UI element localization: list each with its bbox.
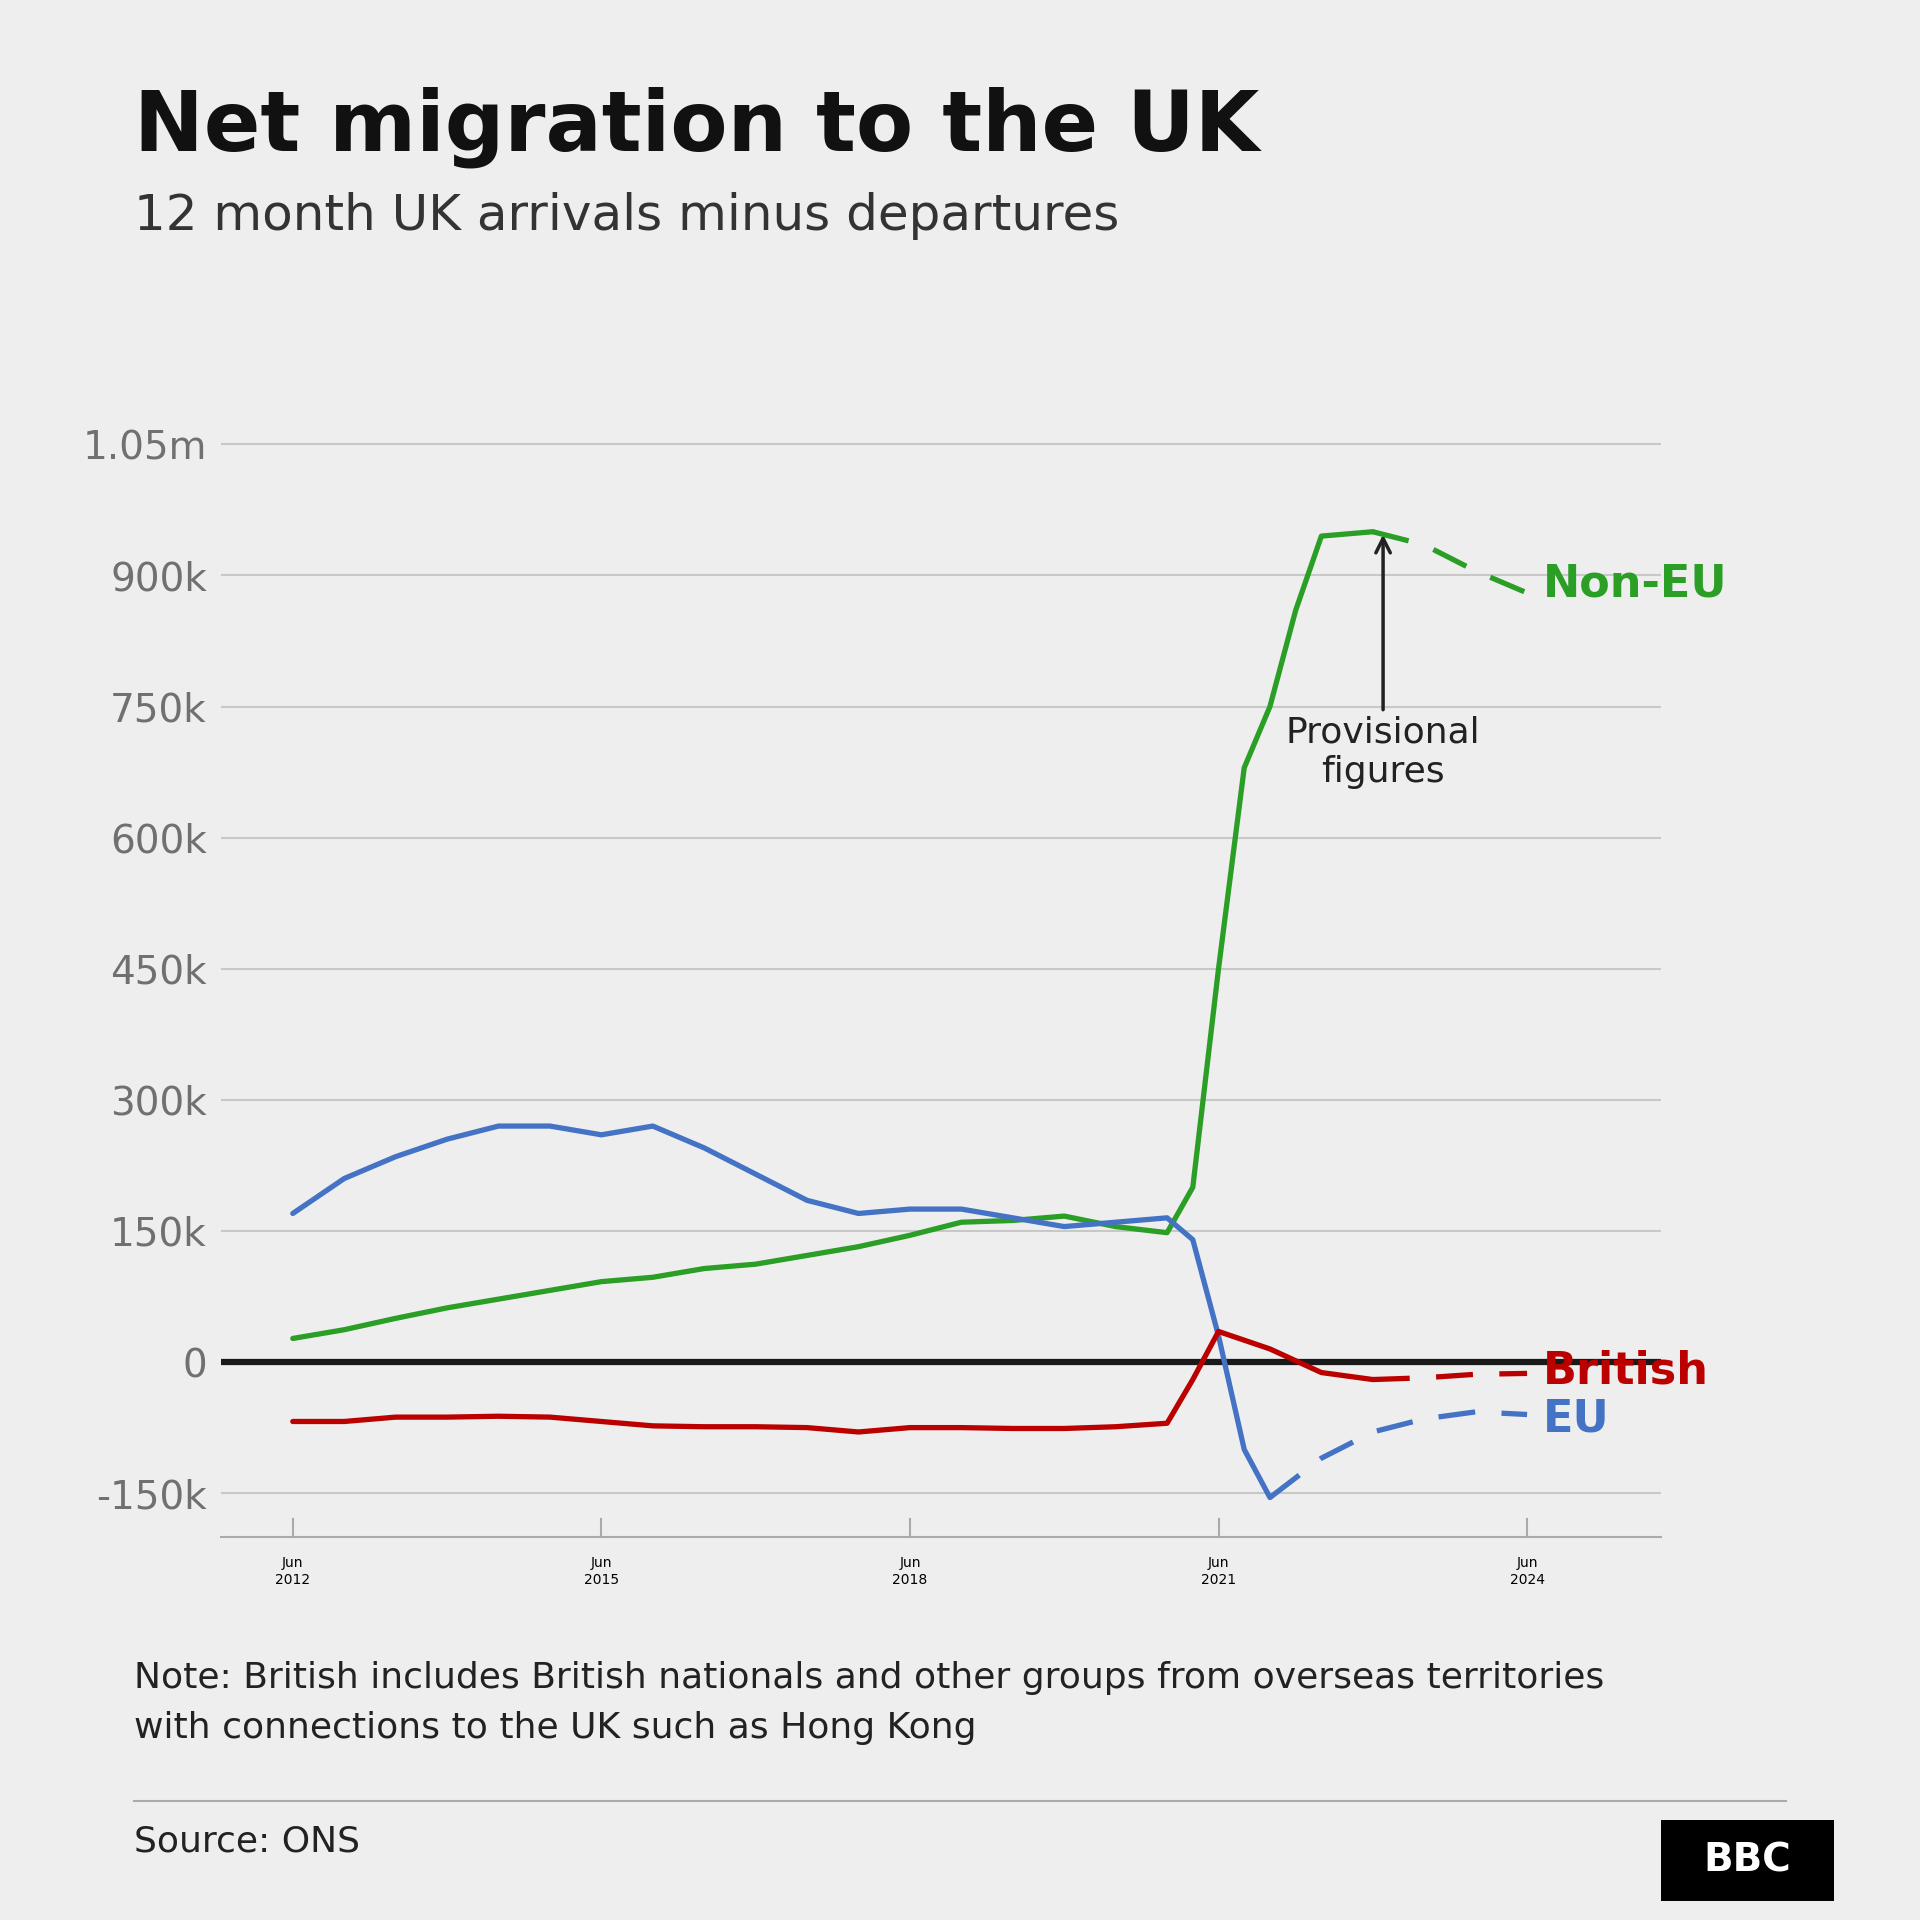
Text: British: British [1542,1350,1709,1392]
Text: EU: EU [1542,1398,1609,1440]
Text: Source: ONS: Source: ONS [134,1824,361,1859]
Text: BBC: BBC [1703,1841,1791,1880]
Text: Provisional
figures: Provisional figures [1286,538,1480,789]
Text: Note: British includes British nationals and other groups from overseas territor: Note: British includes British nationals… [134,1661,1605,1745]
Text: Non-EU: Non-EU [1542,563,1728,605]
Text: Net migration to the UK: Net migration to the UK [134,86,1260,167]
Text: 12 month UK arrivals minus departures: 12 month UK arrivals minus departures [134,192,1119,240]
